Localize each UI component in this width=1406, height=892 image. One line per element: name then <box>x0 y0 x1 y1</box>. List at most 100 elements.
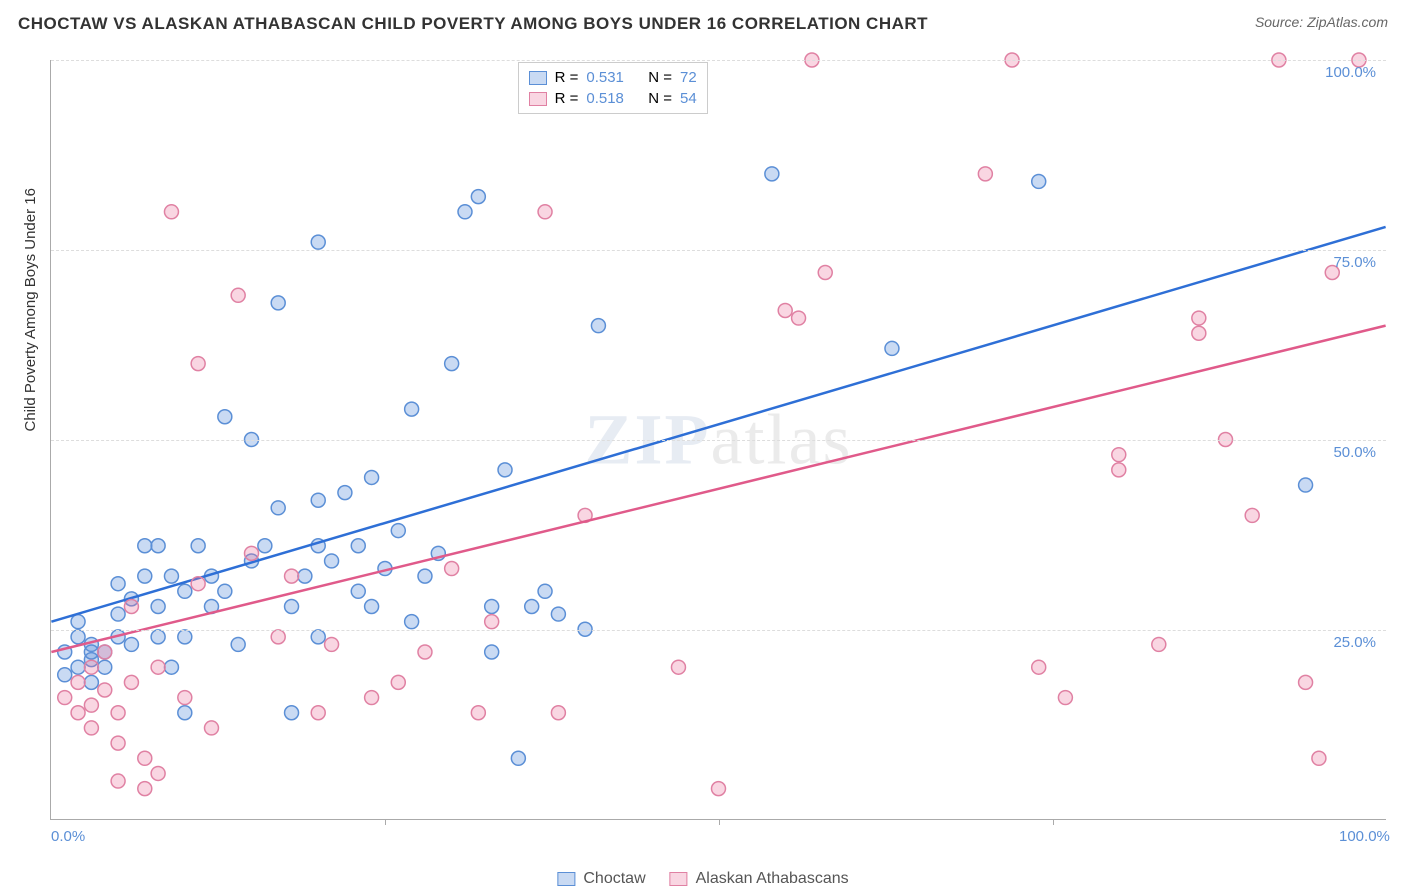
source-link[interactable]: ZipAtlas.com <box>1307 14 1388 30</box>
data-point-athabascan <box>325 637 339 651</box>
data-point-choctaw <box>391 524 405 538</box>
data-point-choctaw <box>258 539 272 553</box>
y-tick-label: 50.0% <box>1333 444 1376 461</box>
data-point-athabascan <box>245 546 259 560</box>
data-point-choctaw <box>285 706 299 720</box>
n-value: 54 <box>680 90 697 107</box>
data-point-athabascan <box>365 691 379 705</box>
data-point-athabascan <box>792 311 806 325</box>
data-point-athabascan <box>138 782 152 796</box>
data-point-athabascan <box>1299 675 1313 689</box>
gridline <box>51 250 1386 251</box>
plot-area: ZIPatlas 25.0%50.0%75.0%100.0%0.0%100.0% <box>50 60 1386 820</box>
data-point-choctaw <box>71 660 85 674</box>
r-label: R = <box>555 69 579 86</box>
data-point-choctaw <box>498 463 512 477</box>
data-point-choctaw <box>311 630 325 644</box>
data-point-athabascan <box>124 675 138 689</box>
data-point-athabascan <box>485 615 499 629</box>
data-point-athabascan <box>138 751 152 765</box>
data-point-athabascan <box>311 706 325 720</box>
data-point-choctaw <box>365 599 379 613</box>
gridline <box>51 60 1386 61</box>
data-point-choctaw <box>1299 478 1313 492</box>
data-point-choctaw <box>151 630 165 644</box>
data-point-choctaw <box>525 599 539 613</box>
data-point-choctaw <box>71 630 85 644</box>
trendline-choctaw <box>51 227 1385 622</box>
data-point-choctaw <box>271 501 285 515</box>
data-point-choctaw <box>298 569 312 583</box>
data-point-choctaw <box>218 584 232 598</box>
data-point-choctaw <box>325 554 339 568</box>
data-point-choctaw <box>111 607 125 621</box>
data-point-athabascan <box>391 675 405 689</box>
x-tick <box>385 819 386 825</box>
data-point-choctaw <box>1032 174 1046 188</box>
data-point-athabascan <box>58 691 72 705</box>
data-point-choctaw <box>71 615 85 629</box>
n-value: 72 <box>680 69 697 86</box>
chart-container: CHOCTAW VS ALASKAN ATHABASCAN CHILD POVE… <box>0 0 1406 892</box>
data-point-athabascan <box>1245 508 1259 522</box>
x-tick <box>1053 819 1054 825</box>
data-point-athabascan <box>712 782 726 796</box>
gridline <box>51 630 1386 631</box>
y-tick-label: 25.0% <box>1333 634 1376 651</box>
r-value: 0.518 <box>586 90 624 107</box>
data-point-athabascan <box>111 774 125 788</box>
y-tick-label: 75.0% <box>1333 254 1376 271</box>
data-point-choctaw <box>418 569 432 583</box>
data-point-athabascan <box>98 683 112 697</box>
data-point-athabascan <box>1312 751 1326 765</box>
gridline <box>51 440 1386 441</box>
data-point-choctaw <box>191 539 205 553</box>
data-point-choctaw <box>471 190 485 204</box>
data-point-athabascan <box>538 205 552 219</box>
source-label: Source: <box>1255 14 1303 30</box>
data-point-choctaw <box>765 167 779 181</box>
data-point-athabascan <box>671 660 685 674</box>
data-point-athabascan <box>178 691 192 705</box>
data-point-athabascan <box>1032 660 1046 674</box>
data-point-choctaw <box>151 599 165 613</box>
legend-stats-row-choctaw: R = 0.531 N = 72 <box>529 67 697 88</box>
data-point-athabascan <box>111 706 125 720</box>
r-value: 0.531 <box>586 69 624 86</box>
data-point-choctaw <box>365 470 379 484</box>
data-point-choctaw <box>231 637 245 651</box>
swatch-athabascan-icon <box>529 92 547 106</box>
chart-title: CHOCTAW VS ALASKAN ATHABASCAN CHILD POVE… <box>18 14 928 34</box>
data-point-choctaw <box>98 660 112 674</box>
data-point-athabascan <box>1192 311 1206 325</box>
legend-stats-row-athabascan: R = 0.518 N = 54 <box>529 88 697 109</box>
data-point-choctaw <box>271 296 285 310</box>
data-point-athabascan <box>471 706 485 720</box>
data-point-choctaw <box>111 577 125 591</box>
data-point-choctaw <box>311 493 325 507</box>
data-point-choctaw <box>591 319 605 333</box>
data-point-athabascan <box>445 562 459 576</box>
swatch-athabascan-icon <box>670 872 688 886</box>
n-label: N = <box>648 69 672 86</box>
data-point-athabascan <box>164 205 178 219</box>
data-point-athabascan <box>111 736 125 750</box>
data-point-athabascan <box>818 266 832 280</box>
data-point-choctaw <box>218 410 232 424</box>
data-point-choctaw <box>511 751 525 765</box>
data-point-choctaw <box>311 235 325 249</box>
data-point-athabascan <box>204 721 218 735</box>
data-point-athabascan <box>231 288 245 302</box>
data-point-athabascan <box>151 766 165 780</box>
x-tick <box>719 819 720 825</box>
data-point-athabascan <box>978 167 992 181</box>
data-point-athabascan <box>71 675 85 689</box>
swatch-choctaw-icon <box>557 872 575 886</box>
data-point-athabascan <box>418 645 432 659</box>
data-point-choctaw <box>458 205 472 219</box>
data-point-athabascan <box>151 660 165 674</box>
data-point-choctaw <box>164 660 178 674</box>
data-point-choctaw <box>538 584 552 598</box>
data-point-choctaw <box>178 630 192 644</box>
data-point-choctaw <box>151 539 165 553</box>
